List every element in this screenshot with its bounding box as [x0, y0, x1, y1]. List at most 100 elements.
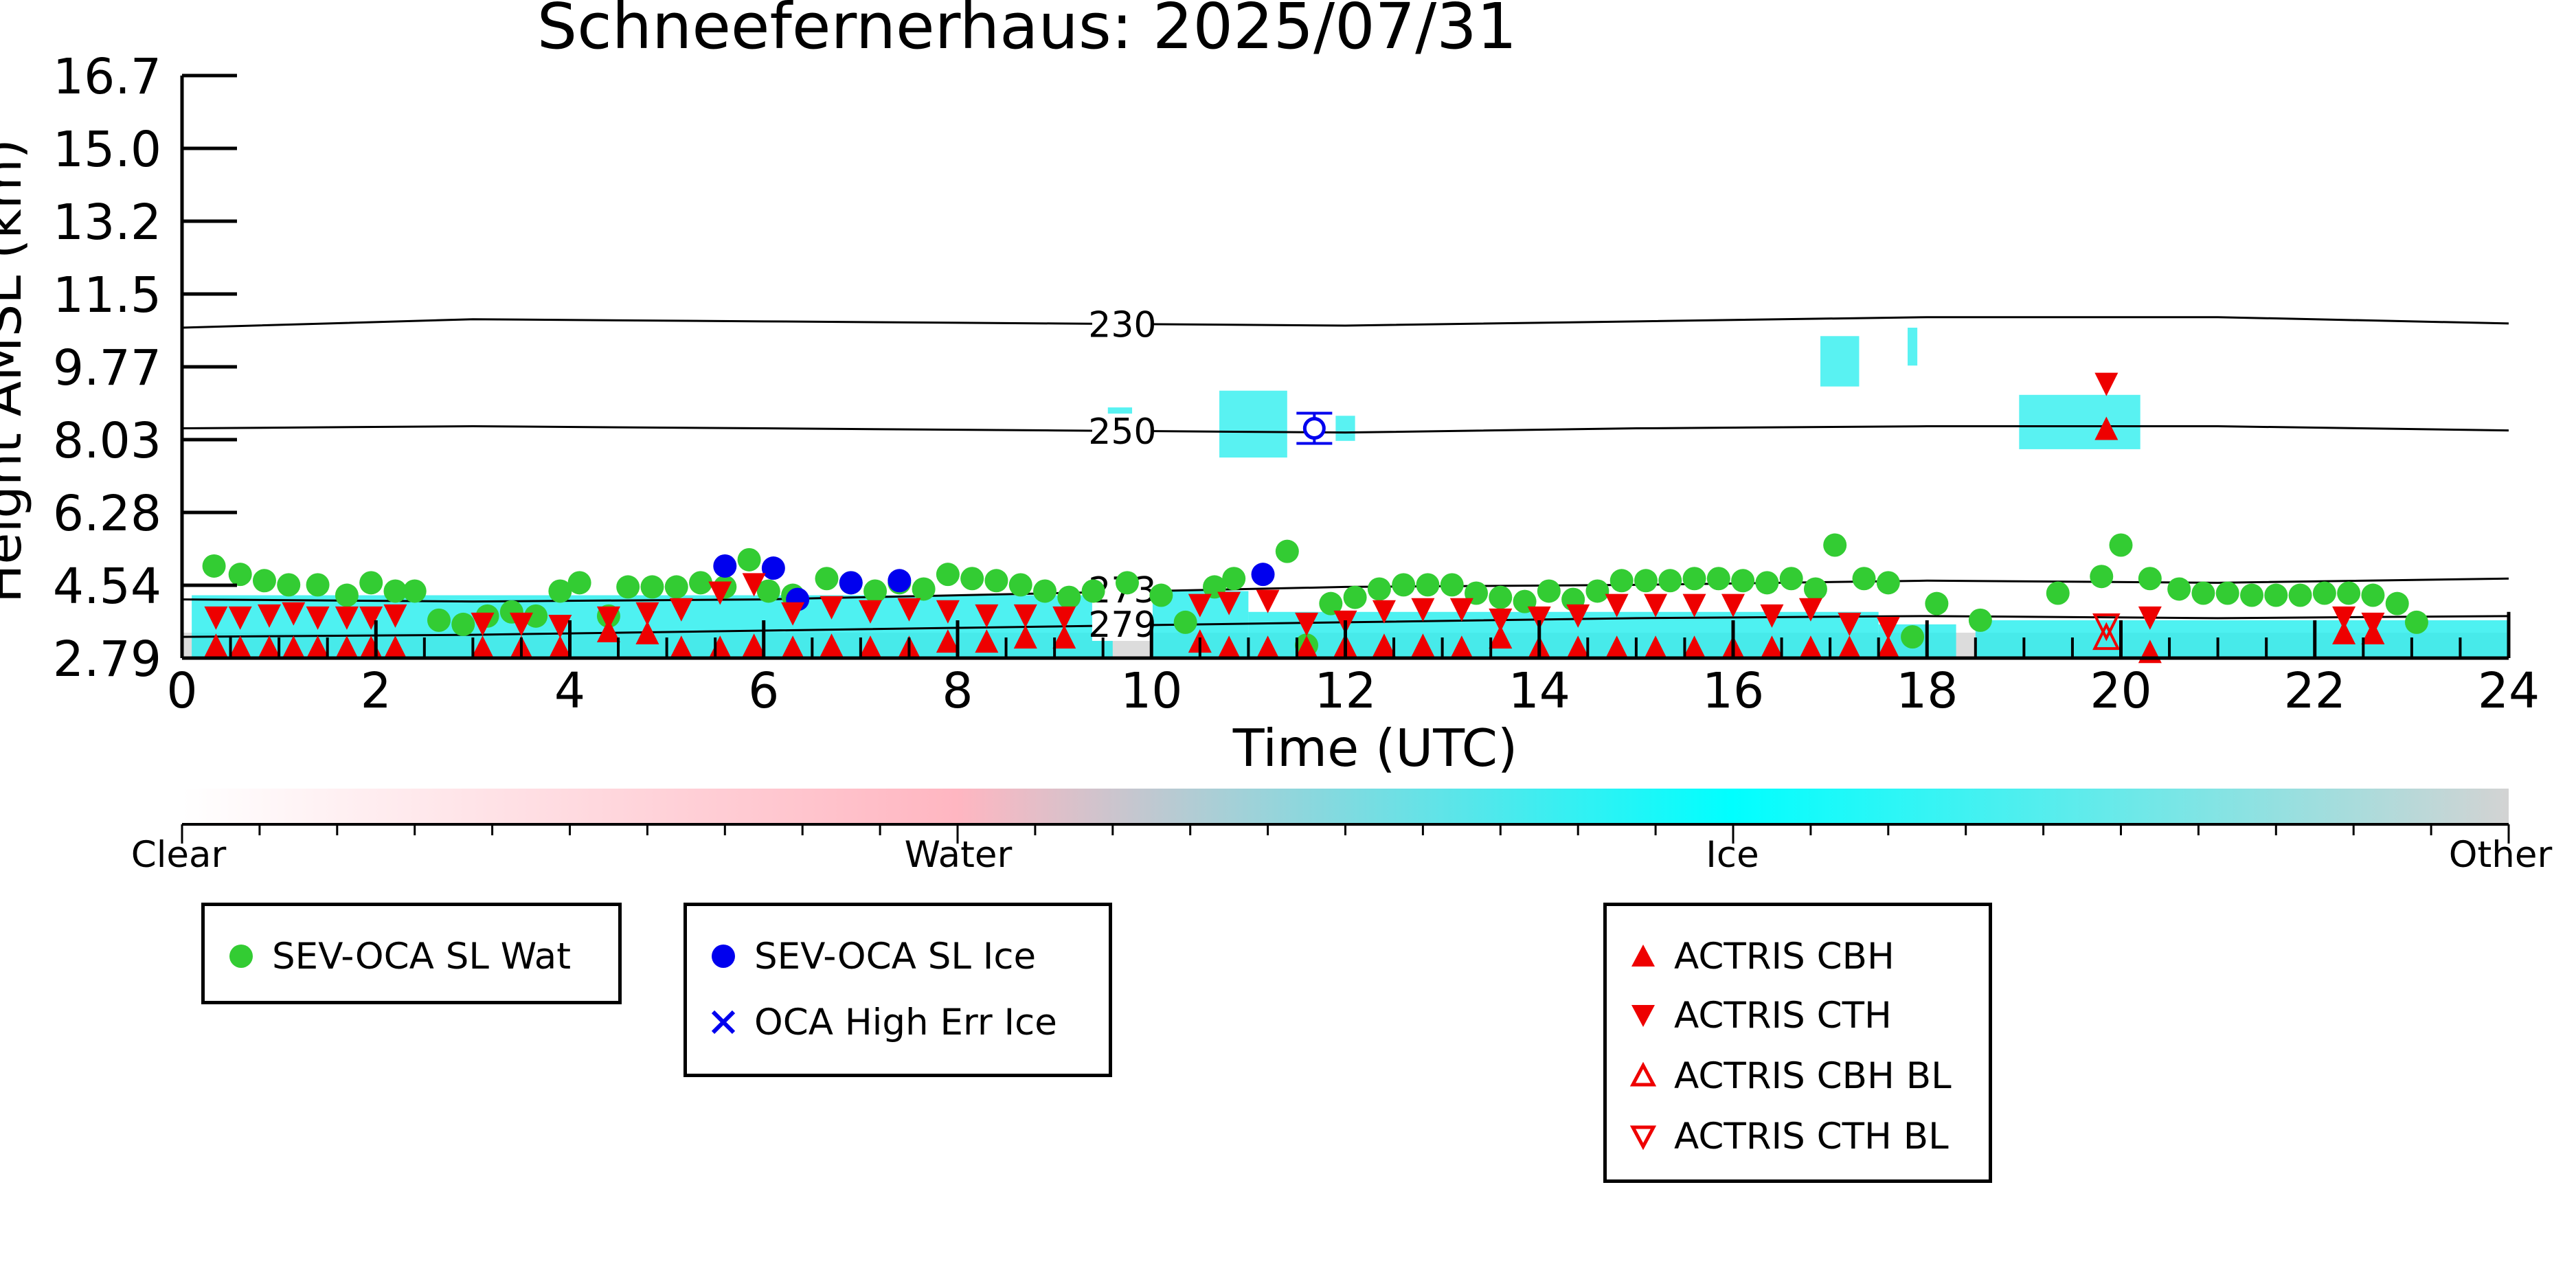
marker-circle	[2361, 583, 2385, 607]
marker-circle	[1925, 591, 1949, 615]
marker-triangle-down	[742, 573, 766, 597]
marker-circle	[1115, 571, 1139, 595]
legend-label: ACTRIS CTH BL	[1674, 1115, 1949, 1157]
legend-box-actris: ACTRIS CBH ACTRIS CTH ACTRIS CBH BL ACTR…	[1603, 903, 1992, 1183]
isotherm-line	[181, 577, 2509, 603]
marker-circle	[427, 608, 451, 632]
marker-triangle-down	[1052, 606, 1076, 630]
marker-triangle-down	[306, 606, 330, 630]
marker-circle	[359, 571, 383, 595]
marker-circle	[2191, 581, 2215, 605]
marker-triangle-down	[936, 600, 960, 624]
marker-circle	[1852, 567, 1876, 591]
marker-triangle-down	[1876, 616, 1900, 640]
marker-circle	[1173, 610, 1197, 634]
marker-triangle-up	[1605, 635, 1629, 659]
marker-circle	[1392, 573, 1416, 597]
marker-triangle-down	[548, 614, 572, 638]
x-tick-label: 2	[361, 662, 392, 719]
marker-triangle-up	[1256, 635, 1280, 659]
marker-circle	[960, 567, 984, 591]
marker-triangle-down	[1013, 604, 1037, 628]
colorbar-label-clear: Clear	[131, 834, 227, 876]
marker-triangle-down	[820, 596, 844, 620]
isotherm-line	[181, 425, 2509, 434]
marker-circle	[1803, 577, 1827, 601]
isotherm-label-bg	[1092, 414, 1153, 449]
x-tick-label: 20	[2090, 662, 2151, 719]
marker-triangle-down	[228, 606, 252, 630]
marker-circle	[1609, 569, 1634, 593]
marker-circle	[335, 583, 359, 607]
marker-triangle-down	[509, 612, 533, 636]
y-tick-label: 15.0	[53, 121, 161, 178]
marker-triangle-down	[2094, 372, 2119, 396]
marker-circle	[1823, 533, 1847, 557]
marker-circle	[2167, 577, 2191, 601]
marker-triangle-down	[897, 598, 921, 622]
marker-triangle-up	[1372, 633, 1396, 657]
marker-triangle-up	[1052, 625, 1076, 649]
marker-open-circle	[1302, 417, 1326, 440]
marker-triangle-up	[858, 635, 882, 659]
marker-triangle-up	[635, 621, 659, 645]
legend-label: SEV-OCA SL Wat	[272, 935, 571, 978]
marker-triangle-down	[1644, 594, 1668, 618]
marker-triangle-down	[1798, 598, 1822, 622]
marker-circle	[548, 579, 572, 603]
y-tick-label: 13.2	[53, 194, 161, 251]
marker-circle	[689, 571, 713, 595]
marker-circle	[1901, 625, 1925, 649]
isotherm-label: 230	[1088, 304, 1156, 346]
isotherm-line	[181, 316, 2509, 329]
marker-circle	[815, 567, 839, 591]
data-markers	[202, 372, 2428, 664]
marker-triangle-down	[975, 604, 999, 628]
marker-circle	[2385, 591, 2409, 615]
marker-circle	[1682, 567, 1706, 591]
marker-circle	[1537, 579, 1561, 603]
marker-triangle-up	[1295, 635, 1319, 659]
marker-triangle-down	[359, 606, 383, 630]
marker-triangle-down	[781, 602, 805, 626]
marker-circle	[737, 547, 761, 572]
marker-triangle-up	[2332, 621, 2356, 645]
marker-circle	[524, 604, 548, 628]
x-tick-label: 16	[1702, 662, 1764, 719]
isotherm-label: 250	[1088, 411, 1156, 453]
isotherm-label: 279	[1088, 605, 1156, 646]
marker-circle	[1008, 573, 1032, 597]
marker-triangle-down	[1449, 598, 1473, 622]
marker-triangle-up	[1682, 635, 1706, 659]
marker-triangle-up	[1566, 635, 1590, 659]
marker-circle	[383, 579, 407, 603]
ice-patch	[1335, 416, 1355, 441]
marker-circle	[1876, 571, 1900, 595]
marker-triangle-down	[1188, 594, 1212, 618]
marker-circle	[277, 573, 301, 597]
marker-circle	[912, 577, 936, 601]
marker-circle	[2404, 610, 2428, 634]
x-tick-label: 24	[2478, 662, 2540, 719]
marker-triangle-up	[1798, 635, 1822, 659]
legend-item: SEV-OCA SL Wat	[224, 932, 571, 980]
blue-circle-icon	[712, 945, 735, 968]
marker-circle	[252, 569, 276, 593]
marker-triangle-up	[1760, 635, 1784, 659]
marker-circle	[403, 579, 427, 603]
y-tick-label: 8.03	[53, 412, 161, 469]
marker-circle	[1489, 585, 1513, 609]
legend-box-ice: SEV-OCA SL Ice OCA High Err Ice	[683, 903, 1112, 1077]
colorbar-label-other: Other	[2449, 834, 2553, 876]
marker-triangle-up	[936, 629, 960, 653]
marker-triangle-up	[781, 635, 805, 659]
marker-triangle-up	[335, 635, 359, 659]
marker-circle	[888, 569, 912, 593]
marker-triangle-down	[708, 581, 732, 605]
x-tick-label: 12	[1314, 662, 1376, 719]
marker-circle	[228, 563, 252, 587]
marker-circle	[1416, 573, 1440, 597]
cloud-phase-colorbar: Clear Water Ice Other	[131, 789, 2553, 876]
